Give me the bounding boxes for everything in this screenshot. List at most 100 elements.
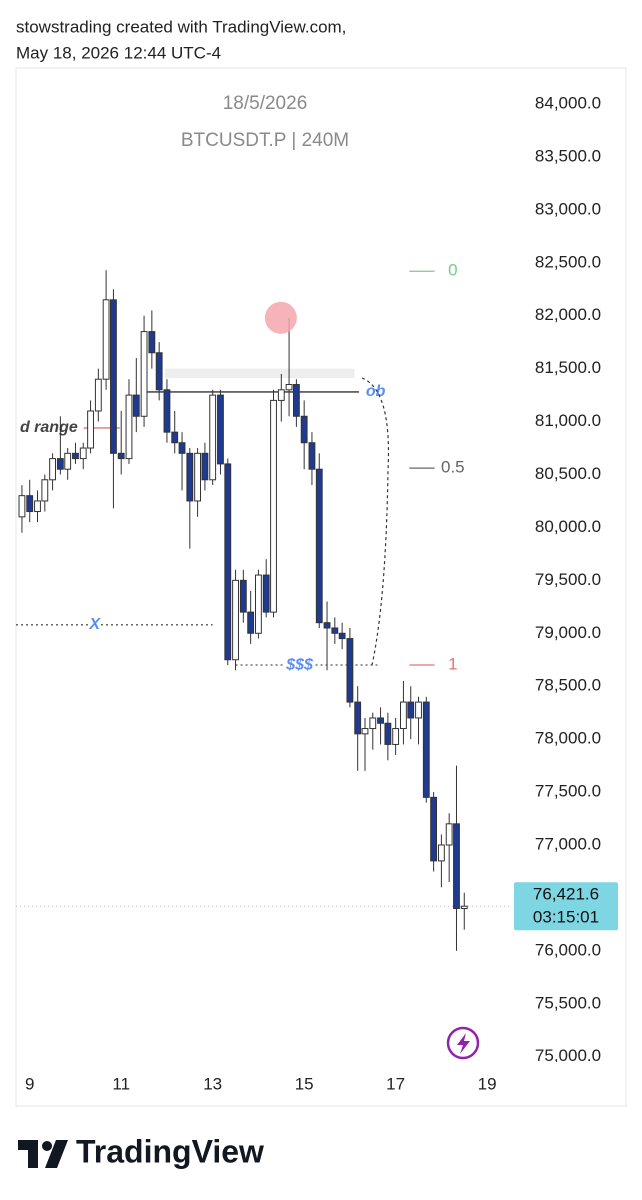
- candle-body: [460, 905, 468, 910]
- countdown-label: 03:15:01: [533, 908, 599, 927]
- y-tick-label: 75,500.0: [535, 993, 601, 1012]
- candle-body: [64, 452, 72, 470]
- y-tick-label: 77,000.0: [535, 834, 601, 853]
- candle-body: [94, 378, 102, 412]
- candle-body: [453, 823, 460, 910]
- candle-body: [331, 627, 339, 634]
- y-tick-label: 80,500.0: [535, 464, 601, 483]
- candle-body: [445, 823, 453, 846]
- plot-area: ob d range X $$$ 0 0.5 1: [16, 261, 510, 951]
- y-tick-label: 79,000.0: [535, 623, 601, 642]
- candle-body: [308, 442, 316, 470]
- x-tick-label: 15: [295, 1074, 314, 1093]
- candle-body: [384, 722, 392, 745]
- x-tick-label: 13: [203, 1074, 222, 1093]
- candle-body: [132, 394, 140, 417]
- candle-body: [155, 352, 163, 391]
- y-tick-label: 75,000.0: [535, 1046, 601, 1065]
- candle-body: [72, 452, 79, 460]
- candle-body: [400, 701, 407, 730]
- candle-body: [338, 632, 346, 640]
- y-tick-label: 81,500.0: [535, 358, 601, 377]
- brand-name: TradingView: [76, 1133, 264, 1169]
- y-tick-label: 77,500.0: [535, 782, 601, 801]
- candle-body: [262, 574, 270, 613]
- price-axis: 75,000.075,500.076,000.076,500.077,000.0…: [510, 93, 601, 1065]
- candle-body: [201, 452, 209, 481]
- candle-body: [163, 389, 171, 433]
- icon-bolt[interactable]: [457, 1033, 470, 1054]
- zone: [164, 368, 355, 379]
- x-tick-label: 9: [25, 1074, 34, 1093]
- level-label: ob: [366, 383, 386, 400]
- lightning-icon[interactable]: [446, 1026, 480, 1060]
- candle-body: [87, 410, 94, 449]
- candle-body: [140, 331, 148, 417]
- y-tick-label: 76,000.0: [535, 940, 601, 959]
- candle-body: [239, 579, 247, 613]
- candle-body: [56, 458, 64, 470]
- y-tick-label: 82,000.0: [535, 305, 601, 324]
- candle-body: [79, 447, 87, 460]
- logo-mark: [45, 1140, 68, 1168]
- y-tick-label: 78,500.0: [535, 676, 601, 695]
- chart-title: 18/5/2026: [223, 93, 308, 114]
- candle-body: [178, 442, 186, 454]
- candle-body: [430, 796, 438, 862]
- last-price-label: 76,421.6: [533, 885, 599, 904]
- candle-body: [148, 331, 156, 354]
- candle-body: [323, 622, 331, 629]
- header-line: May 18, 2026 12:44 UTC-4: [16, 43, 221, 62]
- y-tick-label: 79,500.0: [535, 570, 601, 589]
- candle-body: [18, 495, 26, 518]
- candle-body: [292, 384, 300, 417]
- header-line: stowstrading created with TradingView.co…: [16, 17, 346, 36]
- candle-body: [437, 844, 445, 862]
- chart-subtitle: BTCUSDT.P | 240M: [181, 130, 349, 151]
- candle-body: [377, 717, 384, 724]
- level-label: d range: [20, 419, 78, 436]
- candle-body: [171, 431, 179, 444]
- candle-body: [194, 452, 202, 502]
- candle-body: [217, 394, 224, 465]
- y-tick-label: 80,000.0: [535, 517, 601, 536]
- candle-body: [315, 468, 323, 624]
- candle-body: [422, 701, 430, 798]
- connector-arc: [361, 377, 390, 666]
- y-tick-label: 82,500.0: [535, 252, 601, 271]
- highlight-marker: [264, 301, 297, 334]
- candle-body: [346, 638, 354, 703]
- level-label: X: [88, 616, 101, 633]
- brand-logo: TradingView: [18, 1133, 264, 1169]
- candle-body: [247, 611, 255, 634]
- candle-body: [255, 574, 262, 634]
- y-tick-label: 84,000.0: [535, 93, 601, 112]
- candle-body: [209, 394, 217, 481]
- candle-body: [125, 394, 133, 460]
- logo-mark: [42, 1141, 52, 1151]
- candle-body: [354, 701, 362, 735]
- y-tick-label: 83,500.0: [535, 146, 601, 165]
- x-tick-label: 19: [478, 1074, 497, 1093]
- candle-body: [300, 415, 308, 444]
- y-tick-label: 81,000.0: [535, 411, 601, 430]
- candle-body: [41, 479, 49, 502]
- last-price-box: [514, 882, 618, 931]
- candle-body: [369, 717, 377, 730]
- logo-mark: [18, 1140, 38, 1168]
- candle-body: [49, 458, 57, 481]
- candle-body: [34, 500, 41, 513]
- fib-label: 1: [448, 655, 457, 674]
- y-tick-label: 83,000.0: [535, 199, 601, 218]
- candle-body: [224, 463, 232, 661]
- candle-body: [361, 728, 369, 735]
- fib-label: 0.5: [441, 458, 465, 477]
- candle-body: [186, 452, 194, 502]
- candle-body: [270, 399, 277, 613]
- time-axis: 9 11 13 15 17 19: [25, 1062, 497, 1093]
- x-tick-label: 17: [386, 1074, 405, 1093]
- x-tick-label: 11: [112, 1074, 130, 1093]
- candle-body: [415, 701, 422, 719]
